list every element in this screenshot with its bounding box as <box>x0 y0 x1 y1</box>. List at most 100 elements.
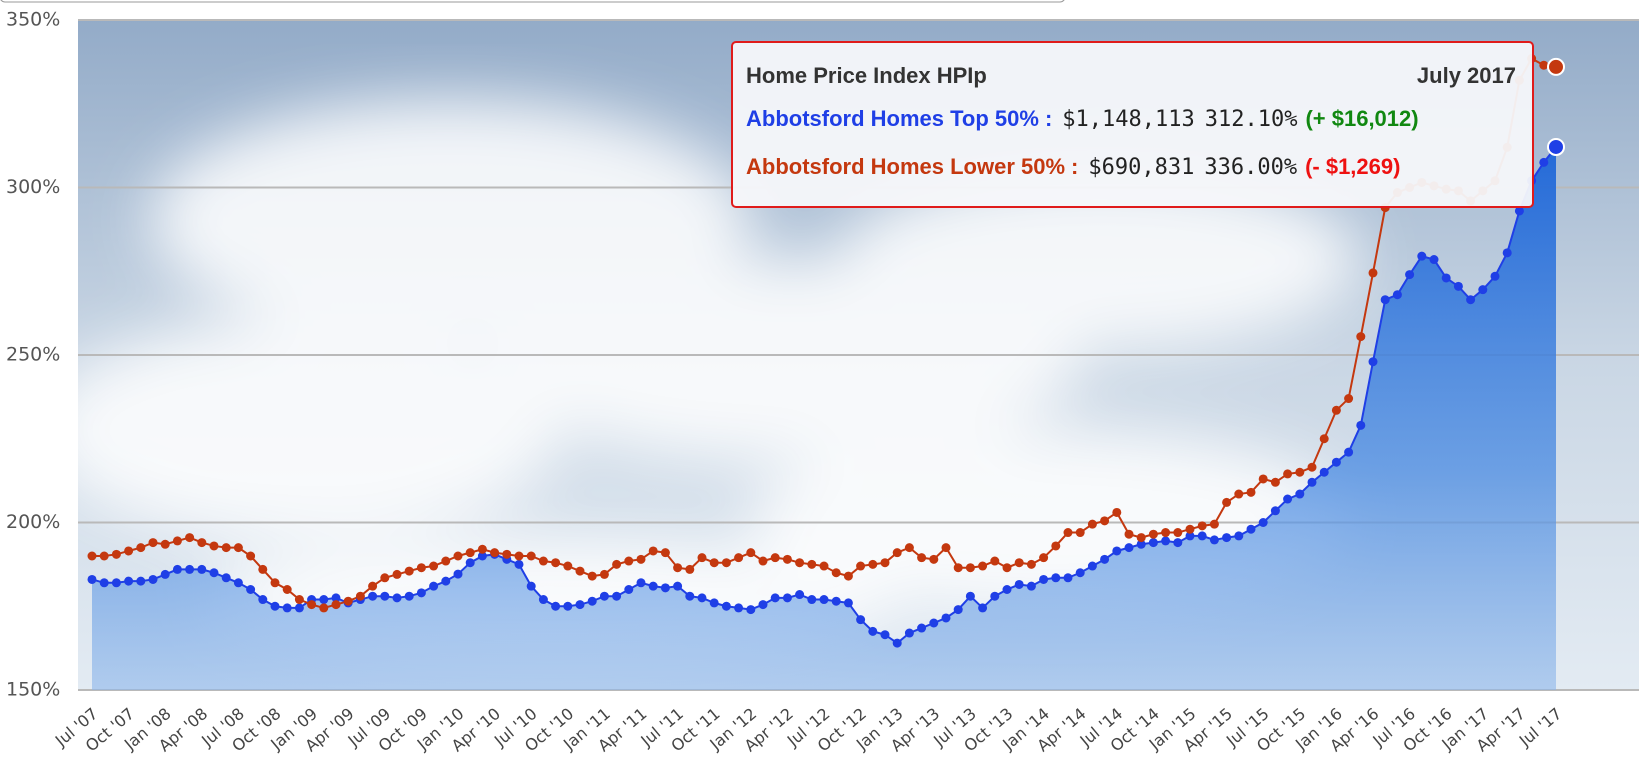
data-point <box>258 564 268 574</box>
data-point <box>429 581 439 591</box>
data-point <box>795 558 805 568</box>
data-point <box>831 596 841 606</box>
data-point <box>514 559 524 569</box>
data-point <box>319 603 329 613</box>
data-point <box>1026 581 1036 591</box>
data-point <box>1466 295 1476 305</box>
data-point <box>441 576 451 586</box>
data-point <box>1185 524 1195 534</box>
data-point <box>1075 568 1085 578</box>
data-point <box>685 591 695 601</box>
data-point <box>758 600 768 610</box>
data-point <box>1039 574 1049 584</box>
data-point <box>685 564 695 574</box>
data-point <box>587 571 597 581</box>
data-point <box>1547 57 1565 76</box>
data-point <box>1063 573 1073 583</box>
data-point <box>1258 474 1268 484</box>
data-point <box>1356 332 1366 342</box>
data-point <box>782 554 792 564</box>
data-point <box>599 591 609 601</box>
data-point <box>136 543 146 553</box>
data-point <box>1112 546 1122 556</box>
data-point <box>1344 447 1354 457</box>
data-point <box>465 558 475 568</box>
data-point <box>111 549 121 559</box>
data-point <box>892 548 902 558</box>
data-point <box>795 590 805 600</box>
tooltip-box <box>731 41 1534 208</box>
data-point <box>465 548 475 558</box>
data-point <box>734 603 744 613</box>
data-point <box>965 591 975 601</box>
data-point <box>575 600 585 610</box>
data-point <box>124 546 134 556</box>
data-point <box>185 564 195 574</box>
data-point <box>1161 536 1171 546</box>
data-point <box>1136 539 1146 549</box>
data-point <box>1209 519 1219 529</box>
data-point <box>197 538 207 548</box>
data-point <box>1124 529 1134 539</box>
data-point <box>709 598 719 608</box>
data-point <box>355 591 365 601</box>
data-point <box>648 581 658 591</box>
data-point <box>392 569 402 579</box>
top-box <box>0 0 1065 3</box>
data-point <box>782 593 792 603</box>
data-point <box>526 551 536 561</box>
data-point <box>734 553 744 563</box>
data-point <box>1014 558 1024 568</box>
data-point <box>1100 554 1110 564</box>
data-point <box>1002 585 1012 594</box>
data-point <box>1441 273 1451 283</box>
data-point <box>514 551 524 561</box>
data-point <box>1344 394 1354 404</box>
data-point <box>660 548 670 558</box>
data-point <box>1283 494 1293 504</box>
data-point <box>697 593 707 603</box>
index: 312.10% <box>1205 107 1298 132</box>
data-point <box>343 596 353 606</box>
change: (- $1,269) <box>1305 154 1400 179</box>
data-point <box>575 566 585 576</box>
data-point <box>282 585 292 594</box>
data-point <box>1392 290 1402 300</box>
data-point <box>538 556 548 566</box>
data-point <box>831 568 841 578</box>
data-point <box>1331 405 1341 415</box>
data-point <box>331 593 341 603</box>
data-point <box>1087 561 1097 571</box>
y-tick-label: 200% <box>6 511 60 533</box>
data-point <box>1490 271 1500 281</box>
data-point <box>1148 538 1158 548</box>
data-point <box>1234 489 1244 499</box>
data-point <box>368 581 378 591</box>
data-point <box>294 595 304 605</box>
data-point <box>294 603 304 613</box>
data-point <box>624 585 634 594</box>
data-point <box>185 533 195 543</box>
data-point <box>99 578 109 588</box>
data-point <box>941 543 951 553</box>
data-point <box>1197 521 1207 531</box>
data-point <box>477 544 487 554</box>
data-point <box>660 583 670 593</box>
data-point <box>1307 462 1317 472</box>
data-point <box>1319 434 1329 444</box>
clouds <box>40 100 1360 660</box>
data-point <box>1185 531 1195 541</box>
data-point <box>1051 573 1061 583</box>
data-point <box>880 558 890 568</box>
data-point <box>868 626 878 636</box>
data-point <box>233 578 243 588</box>
data-point <box>709 558 719 568</box>
data-point <box>599 569 609 579</box>
data-point <box>990 556 1000 566</box>
data-point <box>929 554 939 564</box>
series-name: Abbotsford Homes Lower 50% <box>746 154 1065 179</box>
data-point <box>1514 206 1524 216</box>
tooltip-title: Home Price Index HPIp <box>746 63 987 88</box>
tooltip-row: Abbotsford Homes Top 50%: $1,148,113 312.1… <box>746 106 1419 132</box>
